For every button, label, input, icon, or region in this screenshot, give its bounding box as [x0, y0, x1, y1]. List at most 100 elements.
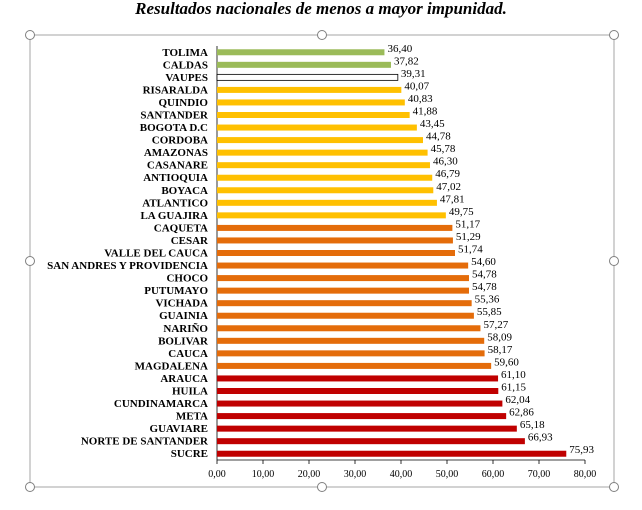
category-label: CAUCA	[168, 348, 208, 360]
data-label: 58,17	[488, 344, 513, 356]
bar	[217, 162, 430, 169]
chart-title: Resultados nacionales de menos a mayor i…	[134, 0, 507, 18]
bar	[217, 300, 472, 307]
bar	[217, 137, 423, 144]
data-label: 55,36	[475, 294, 500, 306]
bar	[217, 174, 433, 181]
bar	[217, 112, 410, 118]
category-label: CASANARE	[147, 160, 208, 172]
bar	[217, 375, 499, 382]
x-tick-label: 50,00	[436, 469, 459, 480]
bar	[217, 287, 469, 294]
bar	[217, 250, 455, 256]
x-tick-label: 30,00	[344, 469, 367, 480]
data-label: 58,09	[487, 331, 512, 343]
bar	[217, 312, 474, 319]
data-label: 47,02	[436, 181, 461, 193]
data-label: 41,88	[413, 106, 438, 118]
category-label: CORDOBA	[152, 135, 208, 147]
x-tick-label: 20,00	[298, 469, 321, 480]
bar	[217, 438, 525, 445]
bar	[217, 237, 453, 244]
data-label: 75,93	[569, 444, 594, 456]
bar	[217, 212, 446, 219]
category-label: CUNDINAMARCA	[114, 398, 208, 410]
data-label: 61,10	[501, 369, 526, 381]
category-label: BOYACA	[161, 185, 208, 197]
category-label: QUINDIO	[158, 97, 208, 109]
category-label: HUILA	[172, 386, 208, 398]
data-label: 54,78	[472, 269, 497, 281]
bar	[217, 413, 507, 420]
bar	[217, 49, 385, 56]
category-label: GUAVIARE	[150, 423, 208, 435]
category-label: BOLIVAR	[158, 335, 209, 347]
category-label: CAQUETA	[154, 222, 208, 234]
data-label: 51,17	[455, 218, 480, 230]
bar	[217, 262, 469, 269]
category-label: RISARALDA	[143, 84, 208, 96]
bar	[217, 362, 492, 369]
bar	[217, 275, 469, 282]
category-label: SANTANDER	[140, 110, 209, 122]
x-tick-label: 80,00	[574, 469, 597, 480]
category-label: ARAUCA	[160, 373, 208, 385]
data-label: 62,86	[509, 407, 534, 419]
data-label: 66,93	[528, 432, 553, 444]
resize-handle[interactable]	[25, 256, 35, 266]
data-label: 44,78	[426, 131, 451, 143]
category-label: VICHADA	[155, 298, 208, 310]
data-label: 59,60	[494, 356, 519, 368]
resize-handle[interactable]	[317, 482, 327, 492]
data-label: 37,82	[394, 55, 419, 67]
bar	[217, 350, 485, 357]
data-label: 40,07	[404, 80, 429, 92]
bar	[217, 337, 485, 344]
category-label: GUAINIA	[159, 310, 208, 322]
bar	[217, 400, 503, 407]
data-label: 51,29	[456, 231, 481, 243]
category-label: SAN ANDRES Y PROVIDENCIA	[47, 260, 208, 272]
data-label: 57,27	[483, 319, 508, 331]
resize-handle[interactable]	[25, 482, 35, 492]
category-label: LA GUAJIRA	[140, 210, 208, 222]
bar	[216, 73, 399, 81]
category-label: CESAR	[171, 235, 209, 247]
category-label: ATLANTICO	[142, 197, 208, 209]
x-tick-label: 40,00	[390, 469, 413, 480]
bar	[217, 187, 434, 194]
category-label: CHOCO	[166, 273, 208, 285]
resize-handle[interactable]	[25, 30, 35, 40]
data-label: 49,75	[449, 206, 474, 218]
category-label: VALLE DEL CAUCA	[104, 248, 208, 260]
data-label: 62,04	[505, 394, 530, 406]
data-label: 54,78	[472, 281, 497, 293]
data-label: 61,15	[501, 382, 526, 394]
data-label: 39,31	[401, 68, 426, 80]
data-label: 55,85	[477, 306, 502, 318]
data-label: 46,79	[435, 168, 460, 180]
bar	[217, 199, 437, 206]
resize-handle[interactable]	[317, 30, 327, 40]
bar	[217, 149, 428, 156]
x-tick-label: 10,00	[252, 469, 275, 480]
bar	[217, 61, 391, 68]
data-label: 54,60	[471, 256, 496, 268]
bar	[217, 425, 517, 432]
data-label: 43,45	[420, 118, 445, 130]
resize-handle[interactable]	[609, 256, 619, 266]
category-label: SUCRE	[171, 448, 208, 460]
category-label: TOLIMA	[162, 47, 208, 59]
resize-handle[interactable]	[609, 482, 619, 492]
bar	[217, 224, 453, 231]
x-tick-label: 70,00	[528, 469, 551, 480]
category-label: VAUPES	[165, 72, 208, 84]
bar	[217, 99, 405, 106]
bar	[217, 124, 417, 131]
data-label: 45,78	[431, 143, 456, 155]
category-label: ANTIOQUIA	[143, 172, 208, 184]
category-label: MAGDALENA	[135, 360, 208, 372]
resize-handle[interactable]	[609, 30, 619, 40]
data-label: 46,30	[433, 156, 458, 168]
